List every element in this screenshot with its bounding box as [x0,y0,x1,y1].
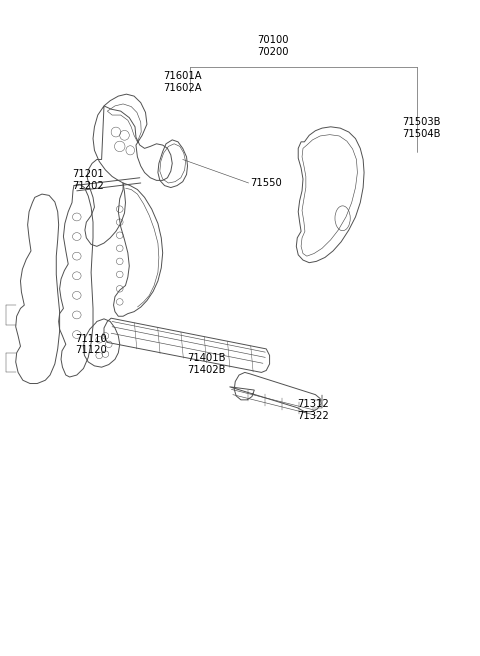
Text: 71312
71322: 71312 71322 [297,399,329,420]
Text: 71110
71120: 71110 71120 [75,334,107,356]
Text: 71503B
71504B: 71503B 71504B [402,117,441,138]
Text: 71401B
71402B: 71401B 71402B [188,354,226,375]
Text: 70100
70200: 70100 70200 [258,35,289,57]
Text: 71601A
71602A: 71601A 71602A [164,72,202,93]
Text: 71550: 71550 [251,178,282,188]
Text: 71201
71202: 71201 71202 [72,169,104,191]
